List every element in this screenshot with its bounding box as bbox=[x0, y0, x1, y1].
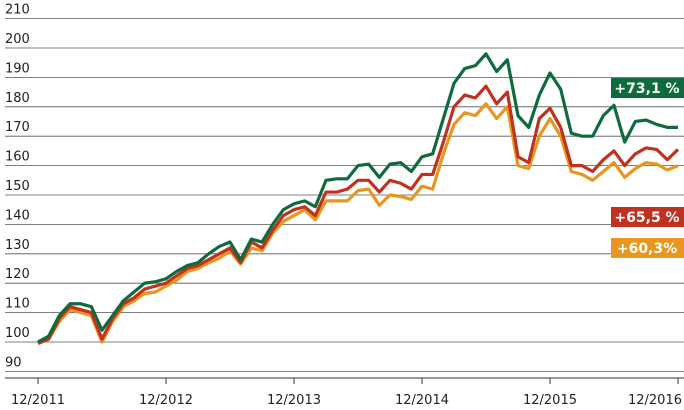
y-tick-label: 180 bbox=[5, 91, 30, 106]
series-line bbox=[37, 84, 680, 345]
y-tick-label: 140 bbox=[5, 208, 30, 223]
x-tick-label: 12/2013 bbox=[267, 393, 321, 406]
y-tick-label: 160 bbox=[5, 150, 30, 165]
y-tick-label: 100 bbox=[5, 326, 30, 341]
x-tick-label: 12/2016 bbox=[628, 393, 682, 406]
y-tick-label: 120 bbox=[5, 267, 30, 282]
y-tick-label: 130 bbox=[5, 238, 30, 253]
x-tick-label: 12/2014 bbox=[395, 393, 449, 406]
x-tick-label: 12/2012 bbox=[139, 393, 193, 406]
series-label: +60,3% bbox=[617, 241, 677, 257]
y-tick-label: 150 bbox=[5, 179, 30, 194]
series-label-box bbox=[611, 207, 684, 227]
y-tick-label: 200 bbox=[5, 32, 30, 47]
series-label-box bbox=[611, 238, 684, 258]
series-label: +73,1 % bbox=[614, 81, 679, 97]
x-tick-label: 12/2015 bbox=[523, 393, 577, 406]
y-tick-label: 210 bbox=[5, 3, 30, 18]
y-tick-label: 170 bbox=[5, 120, 30, 135]
series-line bbox=[37, 102, 679, 344]
y-tick-label: 190 bbox=[5, 61, 30, 76]
y-tick-label: 90 bbox=[5, 355, 22, 370]
y-tick-label: 110 bbox=[5, 297, 30, 312]
series-label: +65,5 % bbox=[614, 210, 679, 226]
x-tick-label: 12/2011 bbox=[11, 393, 65, 406]
series-label-box bbox=[611, 78, 684, 98]
series-line bbox=[37, 52, 678, 344]
